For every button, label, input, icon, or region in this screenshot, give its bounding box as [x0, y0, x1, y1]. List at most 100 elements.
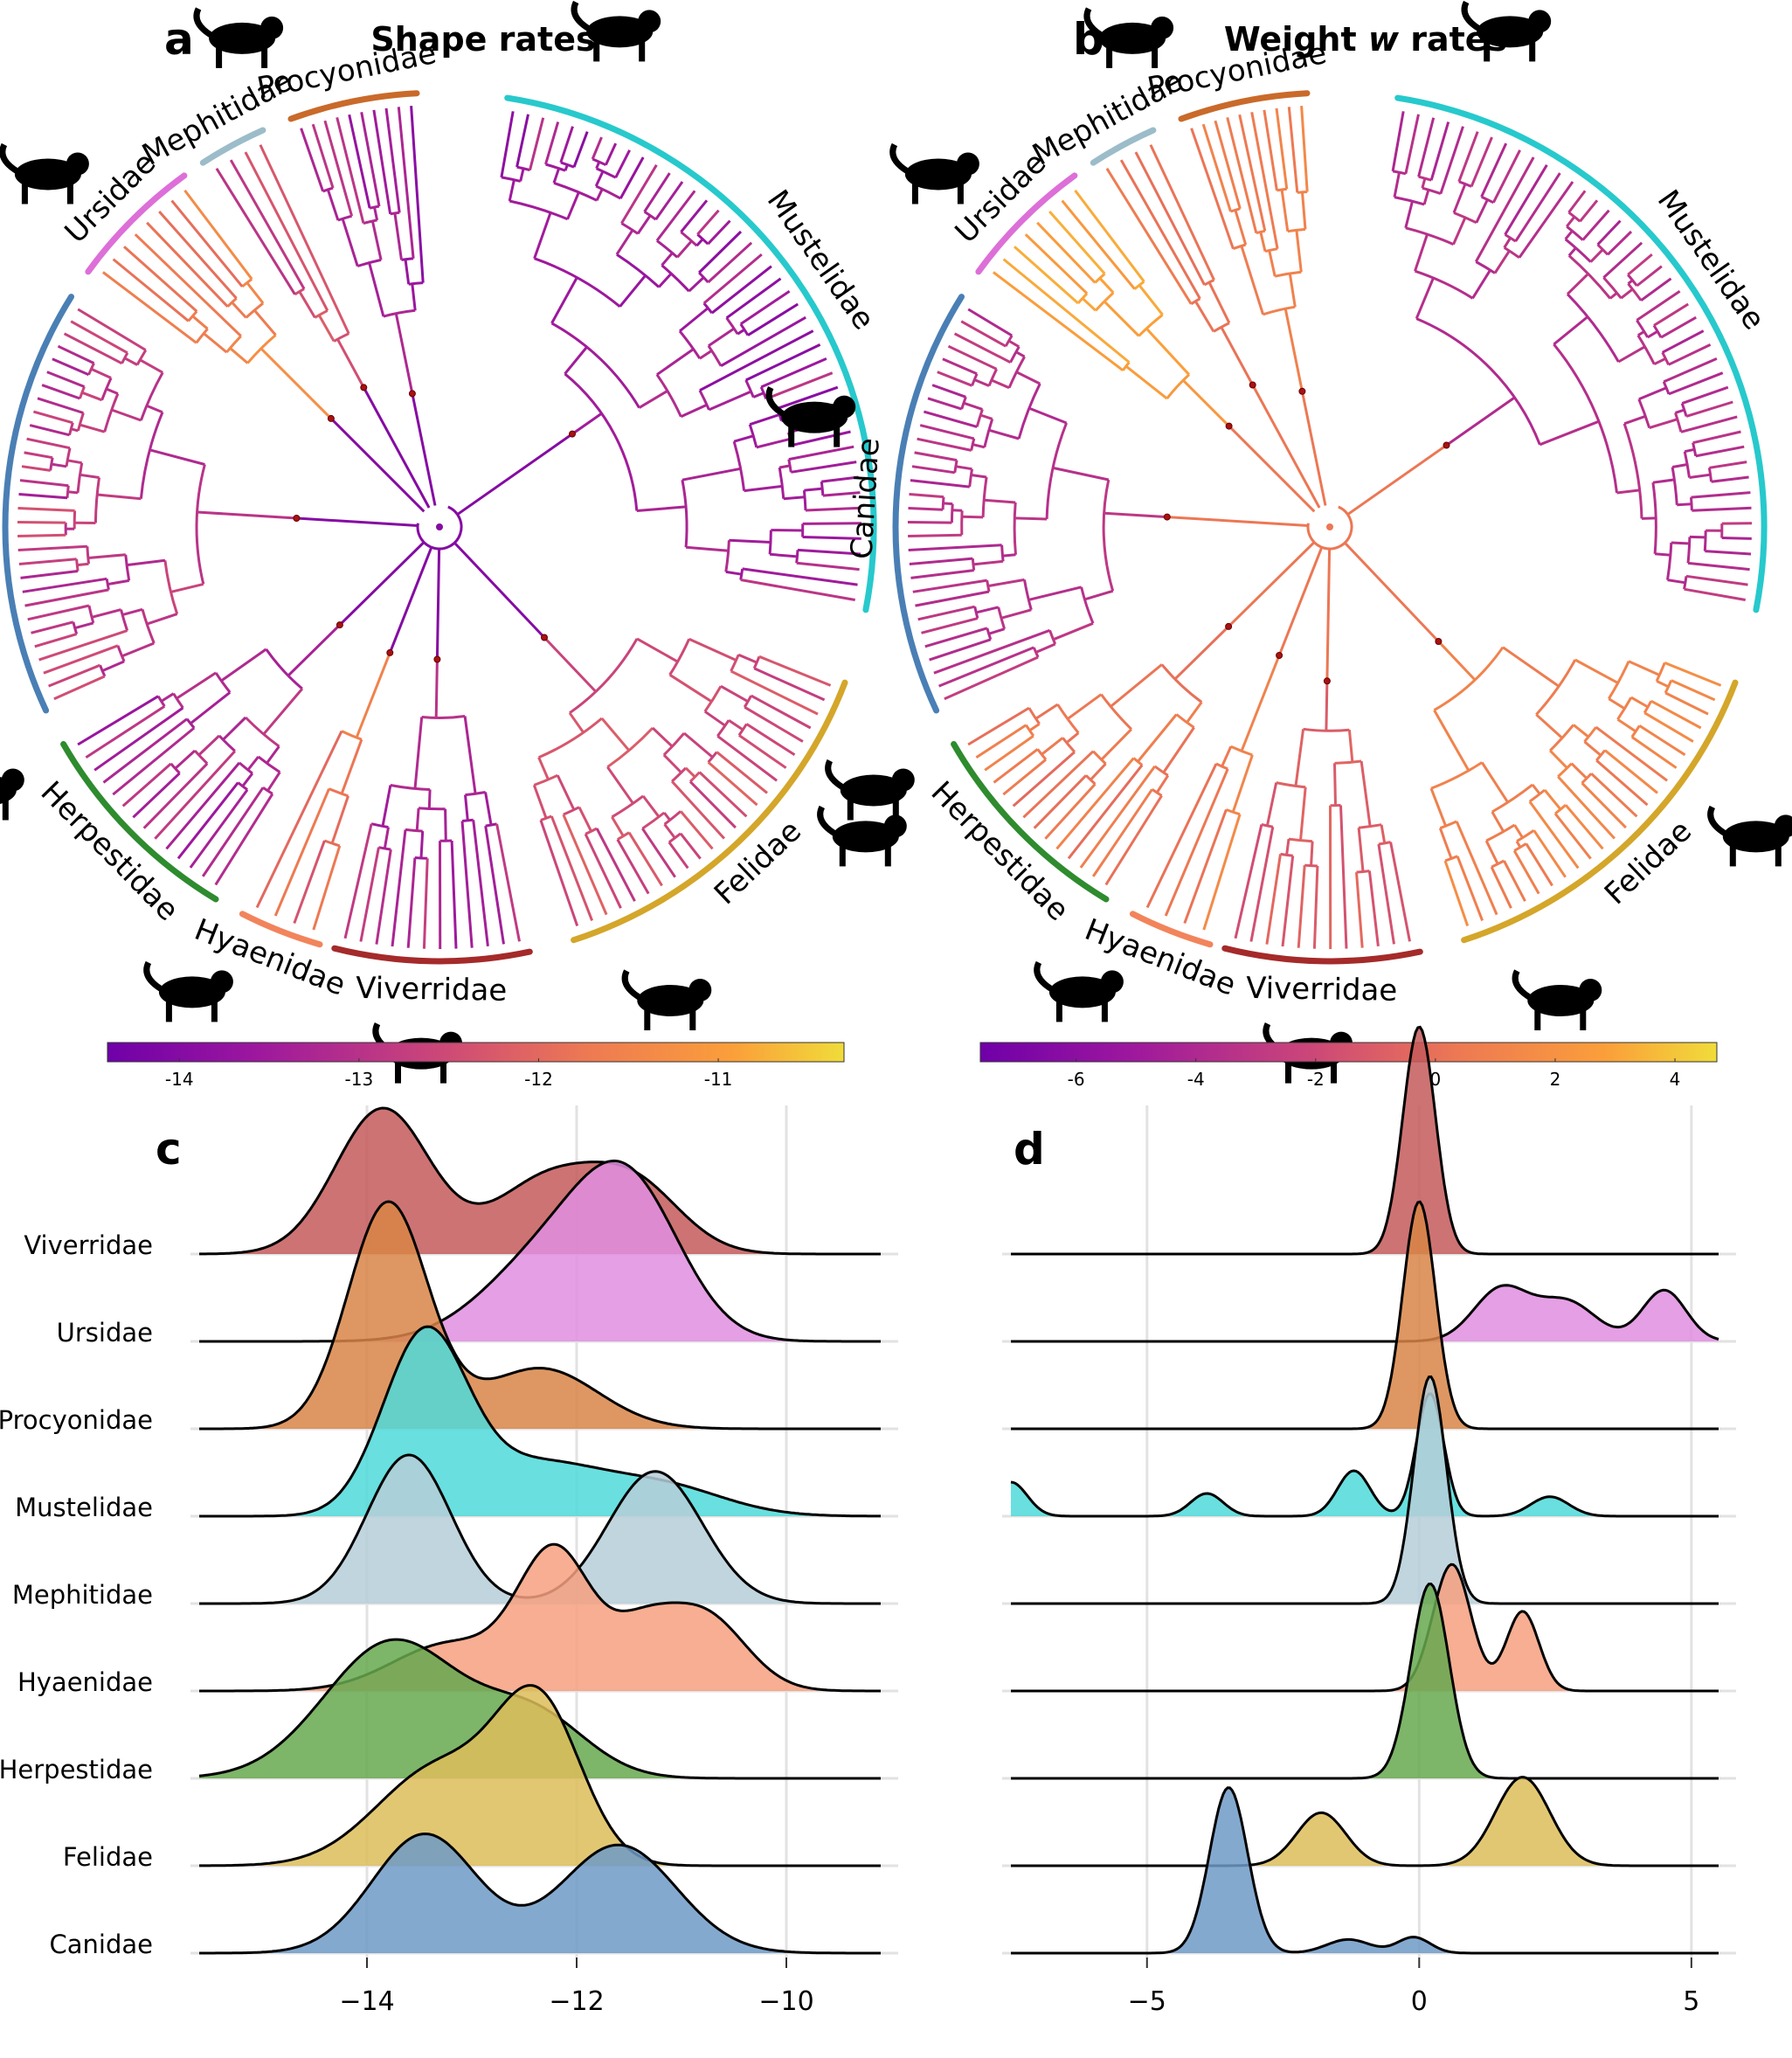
tree-arc: [768, 530, 772, 555]
panel-c-letter: c: [156, 1124, 182, 1175]
tree-node-marker: [1298, 387, 1306, 395]
tree-arc: [1277, 187, 1287, 192]
tree-branch: [1484, 840, 1499, 865]
family-arc-ursidae: [975, 172, 1078, 275]
tree-arc: [550, 322, 640, 409]
family-arc-felidae: [1461, 679, 1739, 944]
tree-arc: [1666, 542, 1673, 580]
tree-branch: [1325, 681, 1329, 731]
tree-arc: [99, 664, 107, 677]
tree-tip-branch: [1636, 289, 1681, 322]
tree-branch: [1608, 697, 1626, 710]
tree-branch: [1155, 774, 1170, 793]
canid-silhouette-icon: [825, 759, 915, 821]
tree-branch: [139, 358, 163, 374]
tree-branch: [259, 347, 332, 419]
tree-branch: [1357, 828, 1365, 872]
tree-arc: [461, 818, 474, 822]
tree-tip-branch: [17, 507, 75, 512]
tree-tip-branch: [937, 371, 973, 387]
colorbar-tick-label: -4: [1187, 1069, 1205, 1090]
tree-tip-branch: [1183, 808, 1228, 925]
tree-branch: [783, 495, 806, 501]
tree-tip-branch: [1074, 189, 1145, 283]
tree-arc: [1683, 576, 1688, 590]
tree-branch: [355, 652, 391, 738]
tree-arc: [1686, 537, 1692, 564]
ridge-label-mustelidae: Mustelidae: [15, 1493, 153, 1522]
tree-branch: [126, 558, 166, 567]
tree-branch: [611, 816, 625, 837]
tree-branch: [413, 717, 424, 789]
tree-tip-branch: [1480, 142, 1508, 197]
tree-branch: [484, 792, 493, 826]
tree-branch: [987, 578, 1025, 588]
tree-arc: [1274, 270, 1302, 278]
density-line-procyonidae: [199, 1200, 881, 1431]
family-arc-procyonidae: [1178, 90, 1311, 122]
tree-branch: [680, 403, 708, 419]
tree-tip-branch: [255, 730, 343, 909]
tree-arc: [76, 462, 84, 494]
tree-tip-branch: [360, 112, 381, 207]
tree-arc: [778, 467, 785, 499]
tree-arc: [1297, 191, 1308, 194]
tree-arc: [641, 811, 666, 830]
tree-tip-branch: [1514, 172, 1561, 242]
tree-arc: [953, 460, 958, 474]
tree-tip-branch: [788, 445, 854, 461]
tree-tip-branch: [311, 123, 335, 189]
tree-branch: [1689, 473, 1711, 479]
tree-branch: [1553, 315, 1589, 346]
tree-tip-branch: [176, 781, 239, 860]
tree-arc: [739, 568, 744, 580]
tree-branch: [595, 188, 604, 201]
tree-branch: [737, 328, 745, 336]
tree-tip-branch: [1668, 371, 1724, 396]
tree-backbone-branch: [1228, 425, 1316, 513]
tree-backbone-branch: [362, 386, 431, 509]
tree-arc: [725, 316, 739, 336]
tree-tip-branch: [1533, 829, 1567, 878]
tree-tip-branch: [655, 190, 696, 242]
tree-tip-branch: [927, 397, 963, 411]
tree-node-marker: [327, 414, 335, 422]
tree-branch: [246, 755, 259, 771]
tree-arc: [1276, 781, 1306, 789]
tree-arc: [1017, 383, 1041, 440]
tree-tip-branch: [699, 329, 814, 392]
tree-tip-branch: [1668, 343, 1712, 366]
family-arc-mustelidae: [504, 94, 877, 613]
tree-branch: [1110, 663, 1163, 708]
tree-branch: [1065, 731, 1080, 744]
colorbar-tick-label: -6: [1068, 1069, 1085, 1090]
tree-tip-branch: [707, 241, 753, 284]
tree-branch: [262, 688, 304, 736]
tree-arc: [1261, 823, 1274, 828]
tree-branch: [564, 346, 588, 375]
tree-branch: [708, 390, 752, 412]
tree-tip-branch: [26, 437, 71, 450]
tree-tip-branch: [914, 451, 958, 462]
tree-branch: [1240, 655, 1281, 752]
ridge-label-herpestidae: Herpestidae: [0, 1755, 153, 1784]
tree-arc: [1480, 195, 1494, 204]
tree-branch: [1137, 713, 1178, 763]
tree-tip-branch: [1474, 156, 1535, 263]
tree-node-marker: [569, 430, 576, 438]
tree-branch: [393, 212, 403, 260]
tree-tip-branch: [917, 437, 972, 452]
tree-tip-branch: [17, 544, 87, 551]
tree-branch: [769, 552, 798, 558]
family-label-felidae: Felidae: [708, 814, 808, 911]
tree-branch: [1471, 269, 1491, 300]
tree-backbone-branch: [1251, 384, 1321, 509]
tree-tip-branch: [702, 253, 763, 305]
tree-tip-branch: [1662, 329, 1705, 354]
tree-tip-branch: [1518, 181, 1574, 259]
tree-arc: [485, 822, 497, 828]
tree-arc: [1160, 663, 1203, 703]
tree-tip-branch: [1238, 114, 1267, 232]
tree-branch: [972, 559, 1004, 566]
tree-tip-branch: [1602, 241, 1643, 279]
